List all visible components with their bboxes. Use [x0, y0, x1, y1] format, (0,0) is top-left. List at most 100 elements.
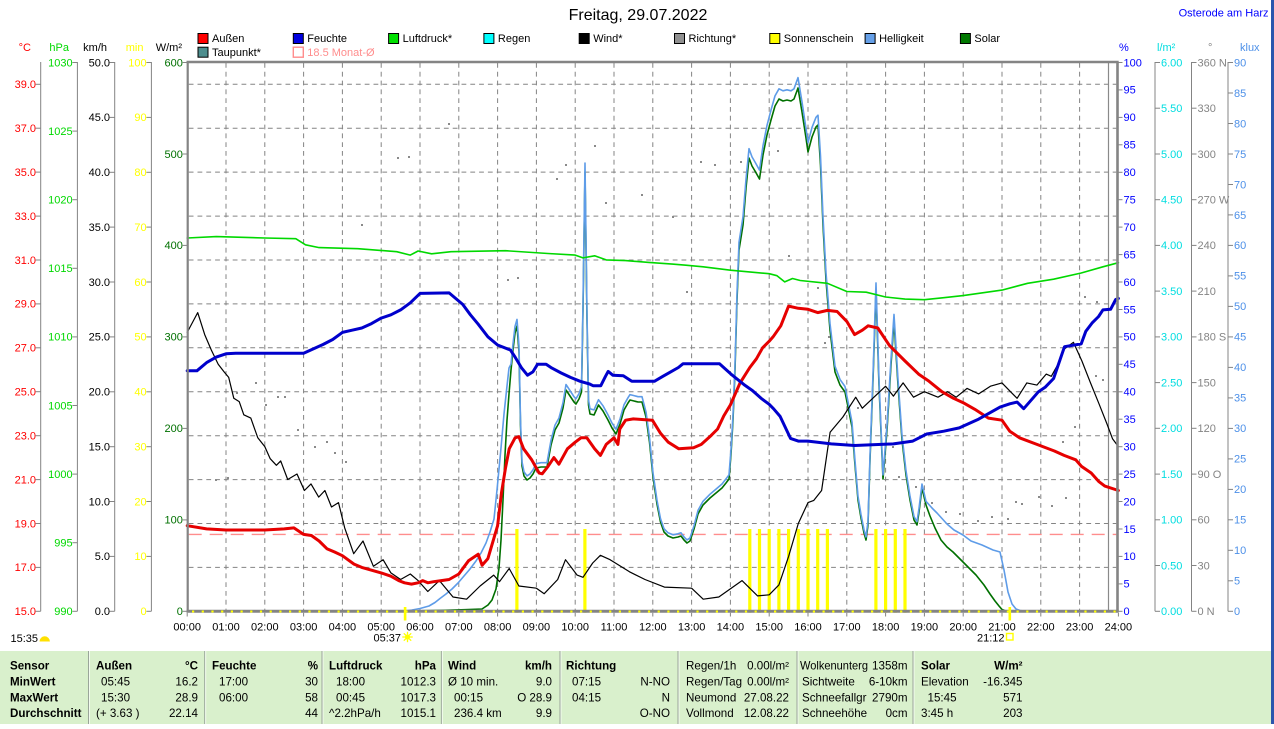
svg-text:Schneehöhe: Schneehöhe: [802, 707, 867, 720]
svg-text:Sichtweite: Sichtweite: [802, 676, 855, 689]
svg-text:00:00: 00:00: [173, 622, 201, 634]
svg-text:00:45: 00:45: [336, 692, 365, 705]
svg-text:23:00: 23:00: [1066, 622, 1094, 634]
svg-text:30: 30: [305, 676, 318, 689]
svg-text:0.00l/m²: 0.00l/m²: [747, 676, 789, 689]
svg-text:N-NO: N-NO: [640, 676, 670, 689]
svg-text:300: 300: [165, 332, 183, 344]
svg-text:3.50: 3.50: [1161, 286, 1182, 298]
svg-text:37.0: 37.0: [15, 123, 36, 135]
svg-text:70: 70: [1234, 179, 1246, 191]
svg-text:07:15: 07:15: [572, 676, 601, 689]
svg-text:15.0: 15.0: [15, 606, 36, 618]
svg-text:40: 40: [1124, 387, 1136, 399]
svg-text:60: 60: [134, 277, 146, 289]
svg-text:1005: 1005: [48, 400, 72, 412]
svg-text:90 O: 90 O: [1198, 469, 1222, 481]
svg-text:2.50: 2.50: [1161, 377, 1182, 389]
svg-text:min: min: [126, 42, 144, 54]
svg-text:10: 10: [1234, 545, 1246, 557]
svg-text:50.0: 50.0: [89, 57, 110, 69]
svg-text:06:00: 06:00: [406, 622, 434, 634]
svg-text:58: 58: [305, 692, 318, 705]
svg-text:°C: °C: [19, 42, 31, 54]
svg-text:2790m: 2790m: [872, 692, 907, 705]
svg-text:01:00: 01:00: [212, 622, 240, 634]
svg-text:Sonnenschein: Sonnenschein: [784, 33, 854, 45]
svg-text:O 28.9: O 28.9: [517, 692, 552, 705]
svg-text:29.0: 29.0: [15, 299, 36, 311]
svg-text:1010: 1010: [48, 332, 72, 344]
svg-text:17.0: 17.0: [15, 562, 36, 574]
svg-text:19:00: 19:00: [911, 622, 939, 634]
svg-text:40.0: 40.0: [89, 167, 110, 179]
svg-text:35.0: 35.0: [15, 167, 36, 179]
svg-text:09:00: 09:00: [523, 622, 551, 634]
svg-text:6-10km: 6-10km: [869, 676, 908, 689]
svg-text:21:00: 21:00: [988, 622, 1016, 634]
svg-text:km/h: km/h: [525, 660, 552, 673]
svg-text:1030: 1030: [48, 57, 72, 69]
svg-text:Luftdruck: Luftdruck: [329, 660, 383, 673]
svg-text:25.0: 25.0: [15, 387, 36, 399]
svg-text:0 N: 0 N: [1198, 606, 1215, 618]
svg-text:Wind*: Wind*: [593, 33, 623, 45]
svg-text:10.0: 10.0: [89, 496, 110, 508]
svg-text:25: 25: [1234, 454, 1246, 466]
svg-text:300: 300: [1198, 149, 1216, 161]
svg-text:9.0: 9.0: [536, 676, 552, 689]
svg-text:22.14: 22.14: [169, 707, 199, 720]
svg-text:0.00l/m²: 0.00l/m²: [747, 660, 789, 673]
svg-text:25: 25: [1124, 469, 1136, 481]
svg-text:15: 15: [1234, 515, 1246, 527]
svg-text:180 S: 180 S: [1198, 332, 1227, 344]
svg-text:27.0: 27.0: [15, 343, 36, 355]
svg-text:18:00: 18:00: [336, 676, 365, 689]
svg-text:100: 100: [165, 515, 183, 527]
svg-text:06:00: 06:00: [219, 692, 248, 705]
svg-text:Regen/1h: Regen/1h: [686, 660, 736, 673]
svg-text:571: 571: [1003, 692, 1022, 705]
svg-text:Durchschnitt: Durchschnitt: [10, 707, 82, 720]
svg-text:90: 90: [1234, 57, 1246, 69]
svg-text:33.0: 33.0: [15, 211, 36, 223]
svg-text:MinWert: MinWert: [10, 676, 56, 689]
svg-text:30: 30: [1198, 560, 1210, 572]
svg-text:18:00: 18:00: [872, 622, 900, 634]
svg-text:25.0: 25.0: [89, 332, 110, 344]
svg-text:1017.3: 1017.3: [401, 692, 436, 705]
svg-text:20: 20: [134, 496, 146, 508]
svg-text:4.50: 4.50: [1161, 194, 1182, 206]
svg-text:Solar: Solar: [921, 660, 950, 673]
svg-text:05:00: 05:00: [367, 622, 395, 634]
svg-text:90: 90: [134, 112, 146, 124]
svg-text:23.0: 23.0: [15, 430, 36, 442]
svg-text:0: 0: [140, 606, 146, 618]
svg-text:45: 45: [1234, 332, 1246, 344]
svg-text:16:00: 16:00: [794, 622, 822, 634]
svg-text:MaxWert: MaxWert: [10, 692, 58, 705]
svg-text:4.00: 4.00: [1161, 240, 1182, 252]
svg-text:75: 75: [1234, 149, 1246, 161]
svg-text:44: 44: [305, 707, 318, 720]
svg-text:5.50: 5.50: [1161, 103, 1182, 115]
svg-text:80: 80: [134, 167, 146, 179]
svg-text:Wolkenunterg: Wolkenunterg: [800, 660, 868, 673]
svg-text:60: 60: [1234, 240, 1246, 252]
svg-text:0cm: 0cm: [886, 707, 908, 720]
svg-text:30: 30: [1124, 441, 1136, 453]
svg-text:08:00: 08:00: [484, 622, 512, 634]
svg-text:N: N: [662, 692, 670, 705]
svg-text:24:00: 24:00: [1105, 622, 1133, 634]
svg-text:19.0: 19.0: [15, 518, 36, 530]
svg-text:9.9: 9.9: [536, 707, 552, 720]
svg-text:360 N: 360 N: [1198, 57, 1227, 69]
svg-text:02:00: 02:00: [251, 622, 279, 634]
svg-text:15:30: 15:30: [101, 692, 130, 705]
svg-text:30: 30: [134, 441, 146, 453]
svg-text:1015.1: 1015.1: [401, 707, 436, 720]
svg-text:3:45 h: 3:45 h: [921, 707, 953, 720]
svg-text:Neumond: Neumond: [686, 692, 736, 705]
svg-text:16.2: 16.2: [175, 676, 198, 689]
svg-text:330: 330: [1198, 103, 1216, 115]
